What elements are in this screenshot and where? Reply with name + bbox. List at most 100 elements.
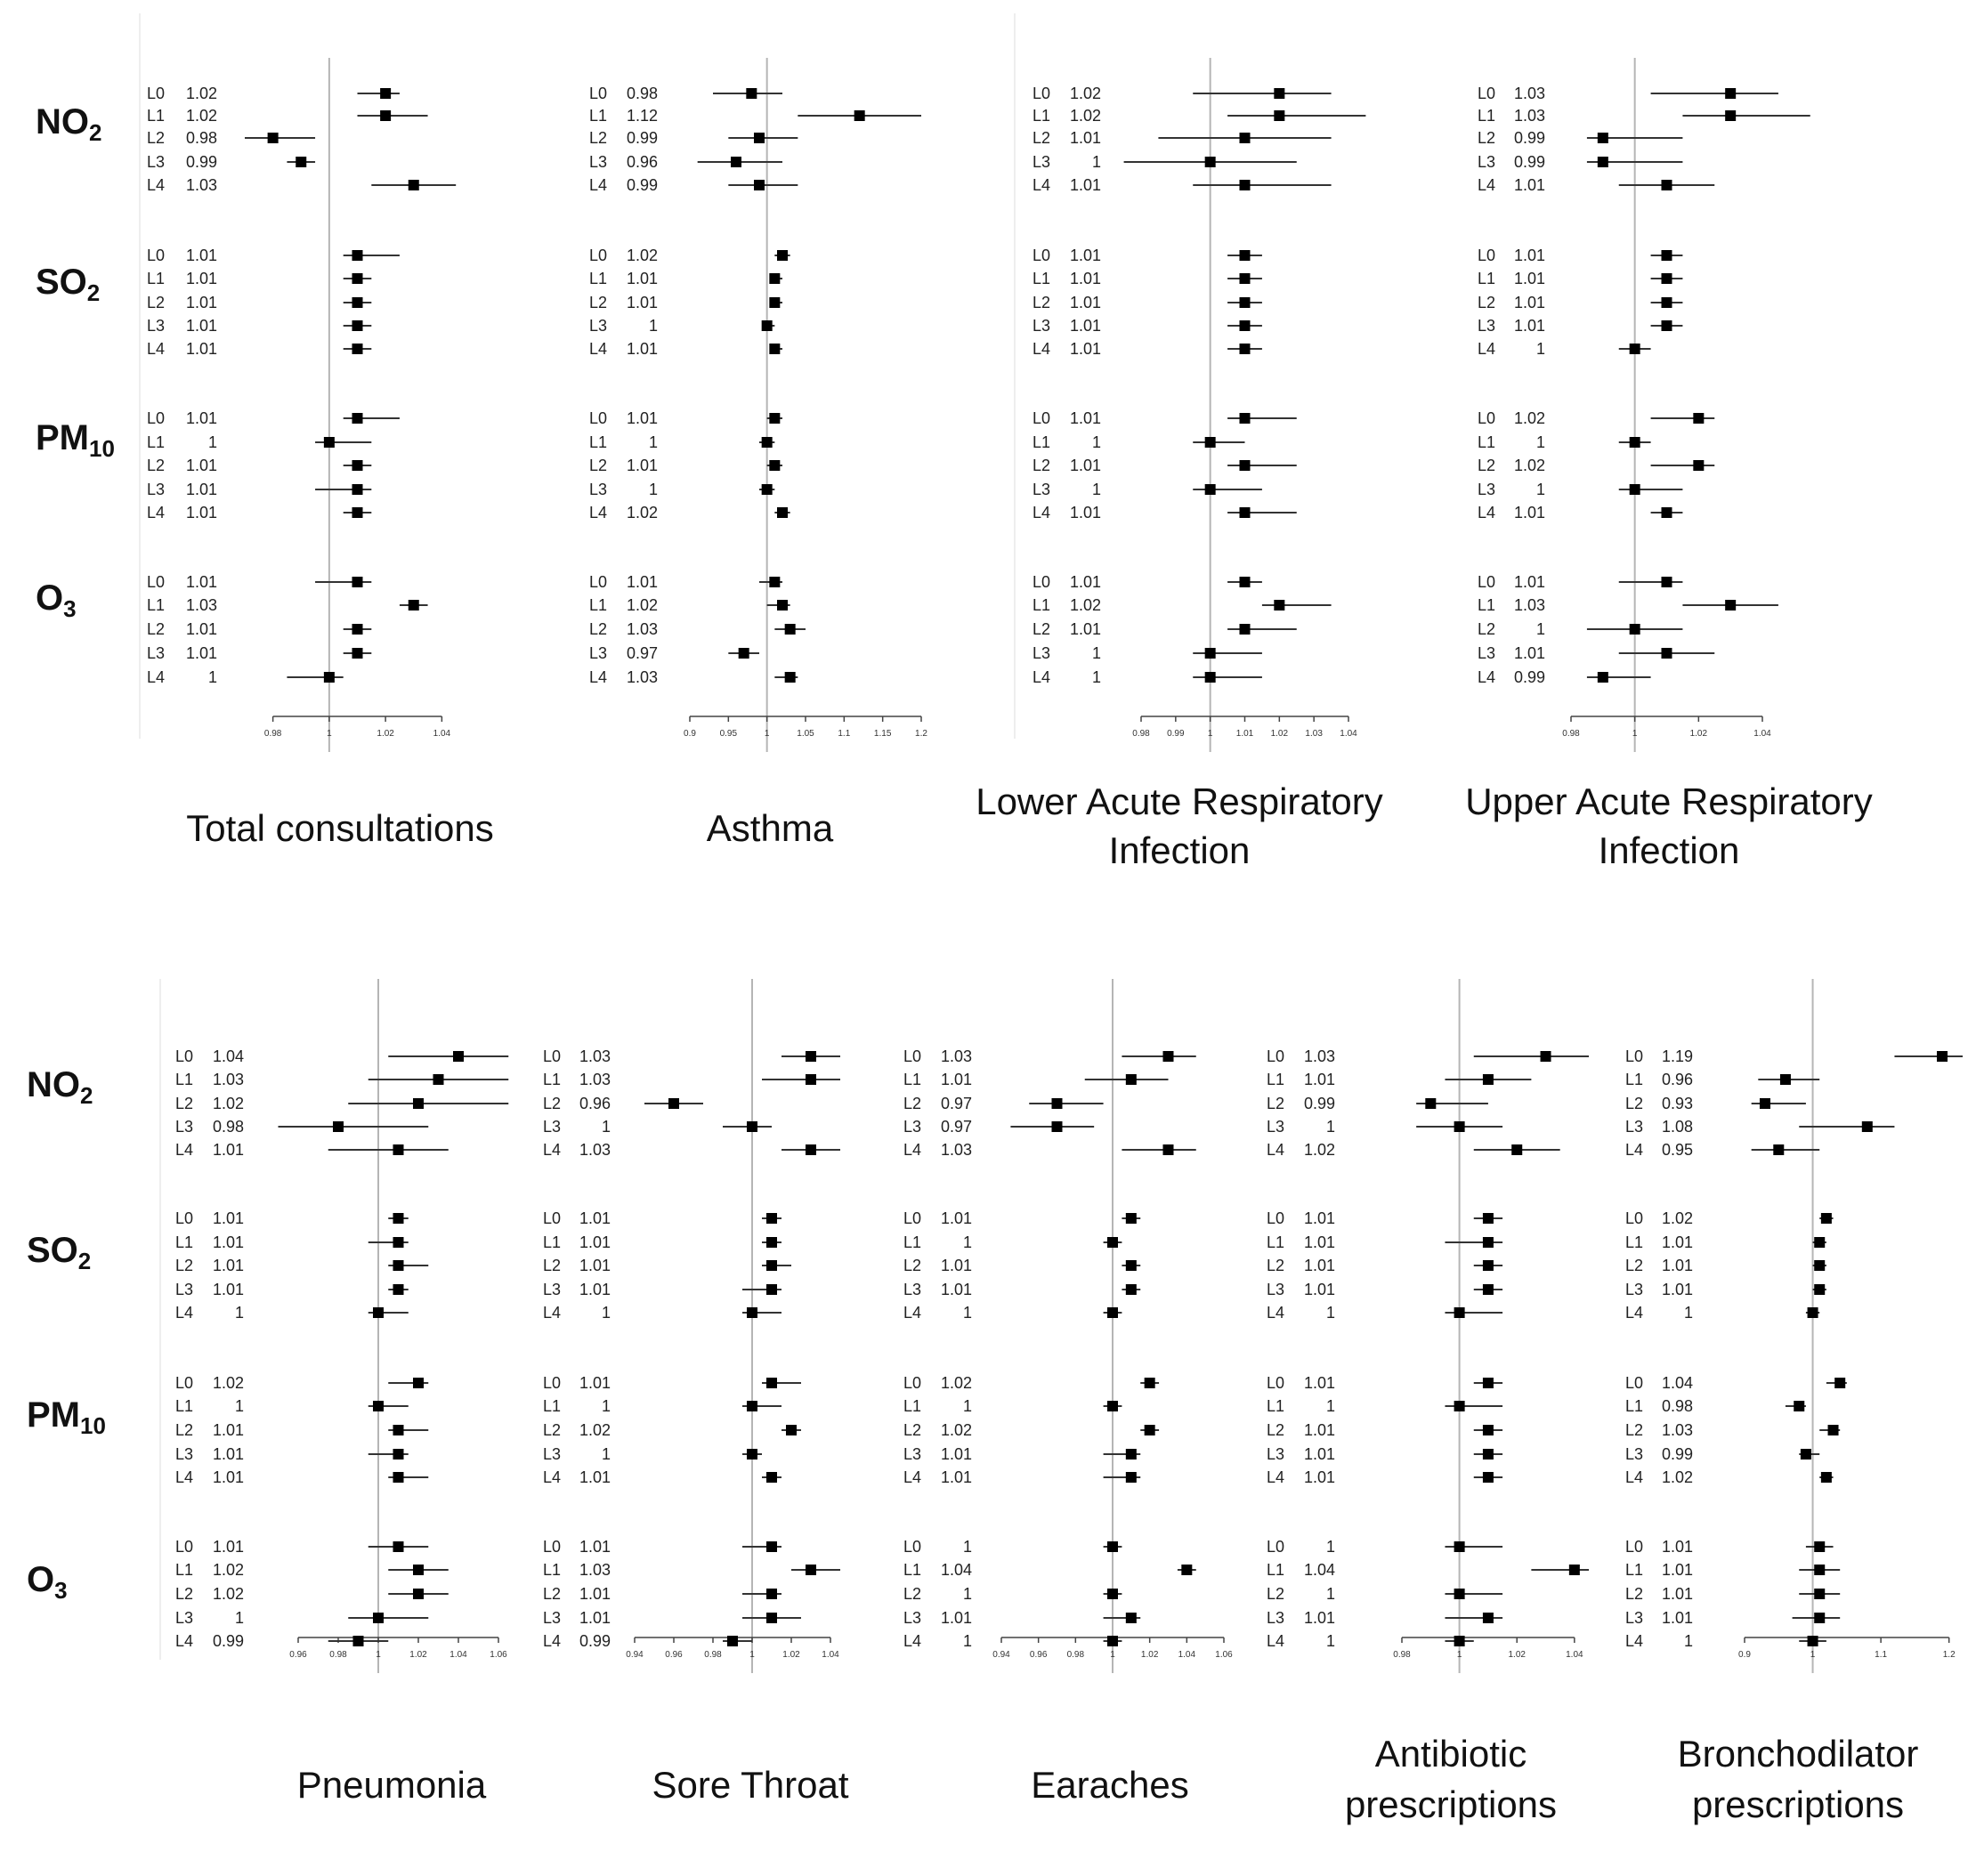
estimate-label: 0.98 — [1662, 1397, 1693, 1415]
lag-label: L3 — [147, 644, 165, 662]
point-estimate — [1759, 1098, 1770, 1109]
lag-label: L0 — [147, 573, 165, 591]
point-estimate — [393, 1541, 404, 1552]
point-estimate — [393, 1425, 404, 1435]
lag-label: L0 — [1033, 409, 1050, 427]
pollutant-label-so2: SO2 — [27, 1231, 91, 1274]
point-estimate — [373, 1401, 384, 1411]
lag-label: L2 — [175, 1095, 193, 1112]
estimate-label: 1.01 — [941, 1609, 972, 1627]
point-estimate — [1454, 1307, 1465, 1318]
point-estimate — [1725, 88, 1737, 99]
point-estimate — [413, 1565, 424, 1575]
x-tick-label: 1.05 — [797, 729, 814, 739]
x-tick-label: 1.02 — [377, 729, 394, 739]
point-estimate — [1511, 1144, 1523, 1155]
point-estimate — [1454, 1589, 1465, 1599]
lag-label: L1 — [1478, 270, 1495, 287]
lag-label: L4 — [1478, 668, 1495, 686]
x-tick-label: 1.04 — [449, 1650, 467, 1660]
estimate-label: 1.01 — [1070, 457, 1101, 474]
point-estimate — [1814, 1589, 1826, 1599]
point-estimate — [393, 1449, 404, 1460]
lag-label: L3 — [147, 481, 165, 498]
point-estimate — [761, 484, 773, 495]
point-estimate — [766, 1589, 777, 1599]
estimate-label: 1.01 — [941, 1445, 972, 1463]
estimate-label: 1.01 — [579, 1609, 611, 1627]
point-estimate — [738, 648, 749, 659]
estimate-label: 1.04 — [941, 1561, 972, 1579]
lag-label: L0 — [543, 1374, 561, 1392]
lag-label: L2 — [147, 457, 165, 474]
x-tick-label: 1.04 — [1566, 1650, 1583, 1660]
point-estimate — [1629, 624, 1640, 635]
lag-label: L4 — [1267, 1141, 1284, 1159]
lag-label: L2 — [147, 294, 165, 311]
lag-label: L3 — [1267, 1118, 1284, 1136]
point-estimate — [1144, 1378, 1155, 1388]
x-tick-label: 1 — [1457, 1650, 1462, 1660]
point-estimate — [1661, 273, 1672, 284]
lag-label: L2 — [903, 1095, 921, 1112]
lag-label: L1 — [543, 1561, 561, 1579]
chart-title: Infection — [1109, 829, 1251, 871]
point-estimate — [1239, 297, 1251, 308]
lag-label: L1 — [1478, 433, 1495, 451]
estimate-label: 1.03 — [1662, 1421, 1693, 1439]
x-tick-label: 1.01 — [1236, 729, 1254, 739]
point-estimate — [1482, 1425, 1494, 1435]
lag-label: L1 — [175, 1071, 193, 1088]
estimate-label: 1.02 — [941, 1374, 972, 1392]
estimate-label: 1.03 — [1514, 596, 1545, 614]
point-estimate — [1107, 1401, 1118, 1411]
point-estimate — [1482, 1284, 1494, 1295]
chart-panel: 0.98 0.99 1 1.01 1.02 1.03 1.04 L0 1.02 L1 1.02 L2 1… — [976, 58, 1383, 871]
estimate-label: 1.01 — [186, 504, 217, 522]
point-estimate — [296, 157, 307, 167]
estimate-label: 1.01 — [941, 1071, 972, 1088]
point-estimate — [393, 1284, 404, 1295]
estimate-label: 1.01 — [186, 620, 217, 638]
estimate-label: 0.97 — [627, 644, 658, 662]
estimate-label: 1.02 — [1070, 85, 1101, 102]
estimate-label: 1.03 — [941, 1047, 972, 1065]
x-tick-label: 1.02 — [782, 1650, 800, 1660]
lag-label: L0 — [903, 1047, 921, 1065]
lag-label: L1 — [1625, 1071, 1643, 1088]
estimate-label: 1.01 — [579, 1374, 611, 1392]
x-tick-label: 1 — [327, 729, 332, 739]
lag-label: L1 — [1033, 270, 1050, 287]
estimate-label: 1 — [649, 481, 658, 498]
lag-label: L2 — [1033, 129, 1050, 147]
estimate-label: 1 — [1326, 1632, 1335, 1650]
lag-label: L4 — [147, 176, 165, 194]
lag-label: L0 — [1625, 1374, 1643, 1392]
estimate-label: 1.01 — [186, 294, 217, 311]
point-estimate — [333, 1121, 344, 1132]
estimate-label: 1.01 — [213, 1233, 244, 1251]
point-estimate — [352, 624, 363, 635]
point-estimate — [1482, 1237, 1494, 1248]
lag-label: L0 — [903, 1209, 921, 1227]
lag-label: L3 — [1625, 1118, 1643, 1136]
lag-label: L3 — [589, 153, 607, 171]
point-estimate — [1125, 1074, 1137, 1085]
lag-label: L4 — [589, 504, 607, 522]
point-estimate — [323, 672, 335, 683]
estimate-label: 1.01 — [186, 247, 217, 264]
lag-label: L0 — [903, 1374, 921, 1392]
estimate-label: 1.01 — [1304, 1233, 1335, 1251]
estimate-label: 1.02 — [1662, 1468, 1693, 1486]
lag-label: L0 — [1625, 1047, 1643, 1065]
estimate-label: 1.01 — [186, 644, 217, 662]
point-estimate — [747, 1307, 757, 1318]
chart-title: Total consultations — [186, 807, 494, 849]
lag-label: L1 — [543, 1397, 561, 1415]
point-estimate — [777, 250, 788, 261]
point-estimate — [380, 88, 392, 99]
lag-label: L2 — [147, 620, 165, 638]
lag-label: L1 — [1267, 1561, 1284, 1579]
estimate-label: 1.01 — [1662, 1233, 1693, 1251]
x-tick-label: 1.1 — [1875, 1650, 1887, 1660]
